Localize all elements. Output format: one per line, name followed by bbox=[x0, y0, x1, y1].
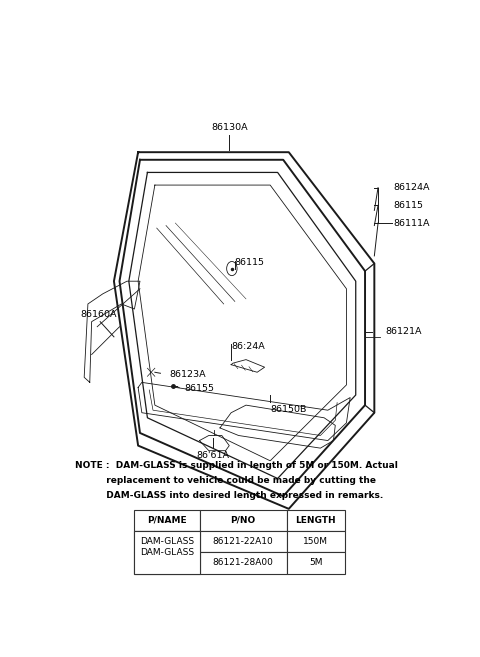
Bar bbox=[134, 531, 200, 574]
Text: 86115: 86115 bbox=[393, 201, 423, 210]
Text: LENGTH: LENGTH bbox=[295, 516, 336, 525]
Bar bbox=[287, 553, 345, 574]
Text: 86121A: 86121A bbox=[385, 327, 422, 336]
Bar bbox=[145, 366, 157, 378]
Bar bbox=[287, 531, 345, 553]
Text: P/NO: P/NO bbox=[230, 516, 256, 525]
Text: 86121-28A00: 86121-28A00 bbox=[213, 558, 274, 568]
Text: DAM-GLASS into desired length expressed in remarks.: DAM-GLASS into desired length expressed … bbox=[75, 491, 383, 500]
Text: 150M: 150M bbox=[303, 537, 328, 546]
Text: 86130A: 86130A bbox=[211, 123, 248, 132]
Text: 86124A: 86124A bbox=[393, 183, 430, 192]
Text: P/NAME: P/NAME bbox=[147, 516, 187, 525]
Text: 86155: 86155 bbox=[185, 384, 215, 393]
Bar bbox=[134, 510, 200, 531]
Bar bbox=[134, 553, 200, 574]
Text: 86123A: 86123A bbox=[170, 371, 206, 379]
Text: 86150B: 86150B bbox=[270, 405, 307, 414]
Text: 86115: 86115 bbox=[235, 258, 265, 267]
Bar bbox=[134, 531, 200, 553]
Text: DAM-GLASS: DAM-GLASS bbox=[140, 537, 194, 546]
Text: 86160A: 86160A bbox=[81, 309, 117, 319]
Text: 86121-22A10: 86121-22A10 bbox=[213, 537, 274, 546]
Text: 86:24A: 86:24A bbox=[231, 342, 265, 351]
Bar bbox=[200, 531, 287, 553]
Text: 86111A: 86111A bbox=[393, 219, 430, 227]
Text: 86'61A: 86'61A bbox=[196, 451, 229, 460]
Bar bbox=[200, 510, 287, 531]
Text: DAM-GLASS: DAM-GLASS bbox=[140, 548, 194, 557]
Text: 5M: 5M bbox=[309, 558, 323, 568]
Bar bbox=[200, 553, 287, 574]
Bar bbox=[287, 510, 345, 531]
Text: NOTE :  DAM-GLASS is supplied in length of 5M or 150M. Actual: NOTE : DAM-GLASS is supplied in length o… bbox=[75, 461, 398, 470]
Text: replacement to vehicle could be made by cutting the: replacement to vehicle could be made by … bbox=[75, 476, 376, 485]
